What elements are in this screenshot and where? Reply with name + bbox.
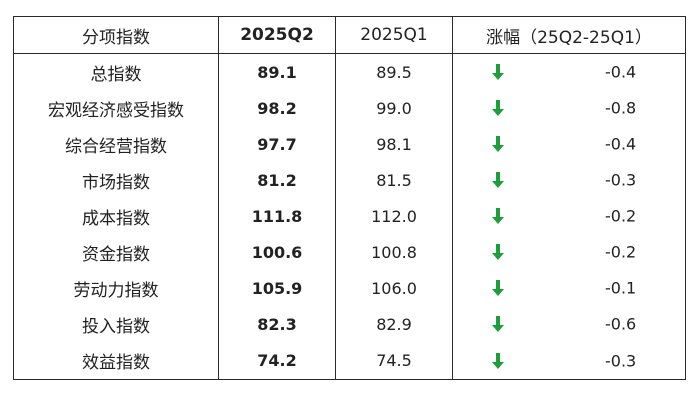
arrow-down-icon [492, 64, 504, 80]
arrow-down-icon [492, 208, 504, 224]
index-table: 分项指数 2025Q2 2025Q1 涨幅（25Q2-25Q1） 总指数 89.1… [13, 16, 686, 380]
table-row: 效益指数 74.2 74.5 -0.3 [13, 342, 686, 380]
row-change-value: -0.6 [605, 314, 637, 334]
row-previous-value: 98.1 [335, 126, 453, 162]
row-change-value: -0.3 [605, 170, 637, 190]
row-previous-value: 106.0 [335, 270, 453, 306]
row-change-value: -0.1 [605, 278, 637, 298]
row-name: 宏观经济感受指数 [13, 90, 219, 126]
arrow-down-icon [492, 100, 504, 116]
row-current-value: 100.6 [218, 234, 336, 270]
table-row: 资金指数 100.6 100.8 -0.2 [13, 234, 686, 270]
row-current-value: 105.9 [218, 270, 336, 306]
table-row: 劳动力指数 105.9 106.0 -0.1 [13, 270, 686, 306]
arrow-down-icon [492, 352, 504, 369]
row-change-cell: -0.2 [452, 198, 686, 234]
row-current-value: 98.2 [218, 90, 336, 126]
row-name: 资金指数 [13, 234, 219, 270]
row-change-value: -0.4 [605, 134, 637, 154]
row-name: 总指数 [13, 53, 219, 90]
row-name: 市场指数 [13, 162, 219, 198]
row-change-cell: -0.4 [452, 126, 686, 162]
arrow-down-icon [492, 244, 504, 260]
row-current-value: 111.8 [218, 198, 336, 234]
row-name: 效益指数 [13, 342, 219, 380]
row-change-cell: -0.3 [452, 162, 686, 198]
row-current-value: 74.2 [218, 342, 336, 380]
row-previous-value: 112.0 [335, 198, 453, 234]
table-row: 投入指数 82.3 82.9 -0.6 [13, 306, 686, 342]
row-current-value: 97.7 [218, 126, 336, 162]
row-previous-value: 74.5 [335, 342, 453, 380]
row-change-value: -0.8 [605, 98, 637, 118]
table-row: 成本指数 111.8 112.0 -0.2 [13, 198, 686, 234]
row-name: 投入指数 [13, 306, 219, 342]
row-change-value: -0.4 [605, 62, 637, 82]
row-current-value: 81.2 [218, 162, 336, 198]
row-change-cell: -0.8 [452, 90, 686, 126]
row-change-value: -0.2 [605, 206, 637, 226]
row-previous-value: 81.5 [335, 162, 453, 198]
table-header-row: 分项指数 2025Q2 2025Q1 涨幅（25Q2-25Q1） [13, 16, 686, 54]
arrow-down-icon [492, 136, 504, 152]
row-previous-value: 99.0 [335, 90, 453, 126]
row-change-cell: -0.4 [452, 53, 686, 90]
row-name: 综合经营指数 [13, 126, 219, 162]
row-change-value: -0.3 [605, 351, 637, 370]
table-row: 综合经营指数 97.7 98.1 -0.4 [13, 126, 686, 162]
table-row: 总指数 89.1 89.5 -0.4 [13, 53, 686, 90]
arrow-down-icon [492, 316, 504, 332]
row-previous-value: 82.9 [335, 306, 453, 342]
row-name: 劳动力指数 [13, 270, 219, 306]
row-previous-value: 100.8 [335, 234, 453, 270]
header-category: 分项指数 [13, 16, 219, 54]
arrow-down-icon [492, 172, 504, 188]
header-previous-quarter: 2025Q1 [335, 16, 453, 54]
header-change: 涨幅（25Q2-25Q1） [452, 16, 686, 54]
table-row: 市场指数 81.2 81.5 -0.3 [13, 162, 686, 198]
row-previous-value: 89.5 [335, 53, 453, 90]
row-change-cell: -0.6 [452, 306, 686, 342]
row-name: 成本指数 [13, 198, 219, 234]
header-current-quarter: 2025Q2 [218, 16, 336, 54]
row-change-value: -0.2 [605, 242, 637, 262]
row-change-cell: -0.3 [452, 342, 686, 380]
arrow-down-icon [492, 280, 504, 296]
row-change-cell: -0.1 [452, 270, 686, 306]
row-current-value: 82.3 [218, 306, 336, 342]
table-row: 宏观经济感受指数 98.2 99.0 -0.8 [13, 90, 686, 126]
row-change-cell: -0.2 [452, 234, 686, 270]
row-current-value: 89.1 [218, 53, 336, 90]
